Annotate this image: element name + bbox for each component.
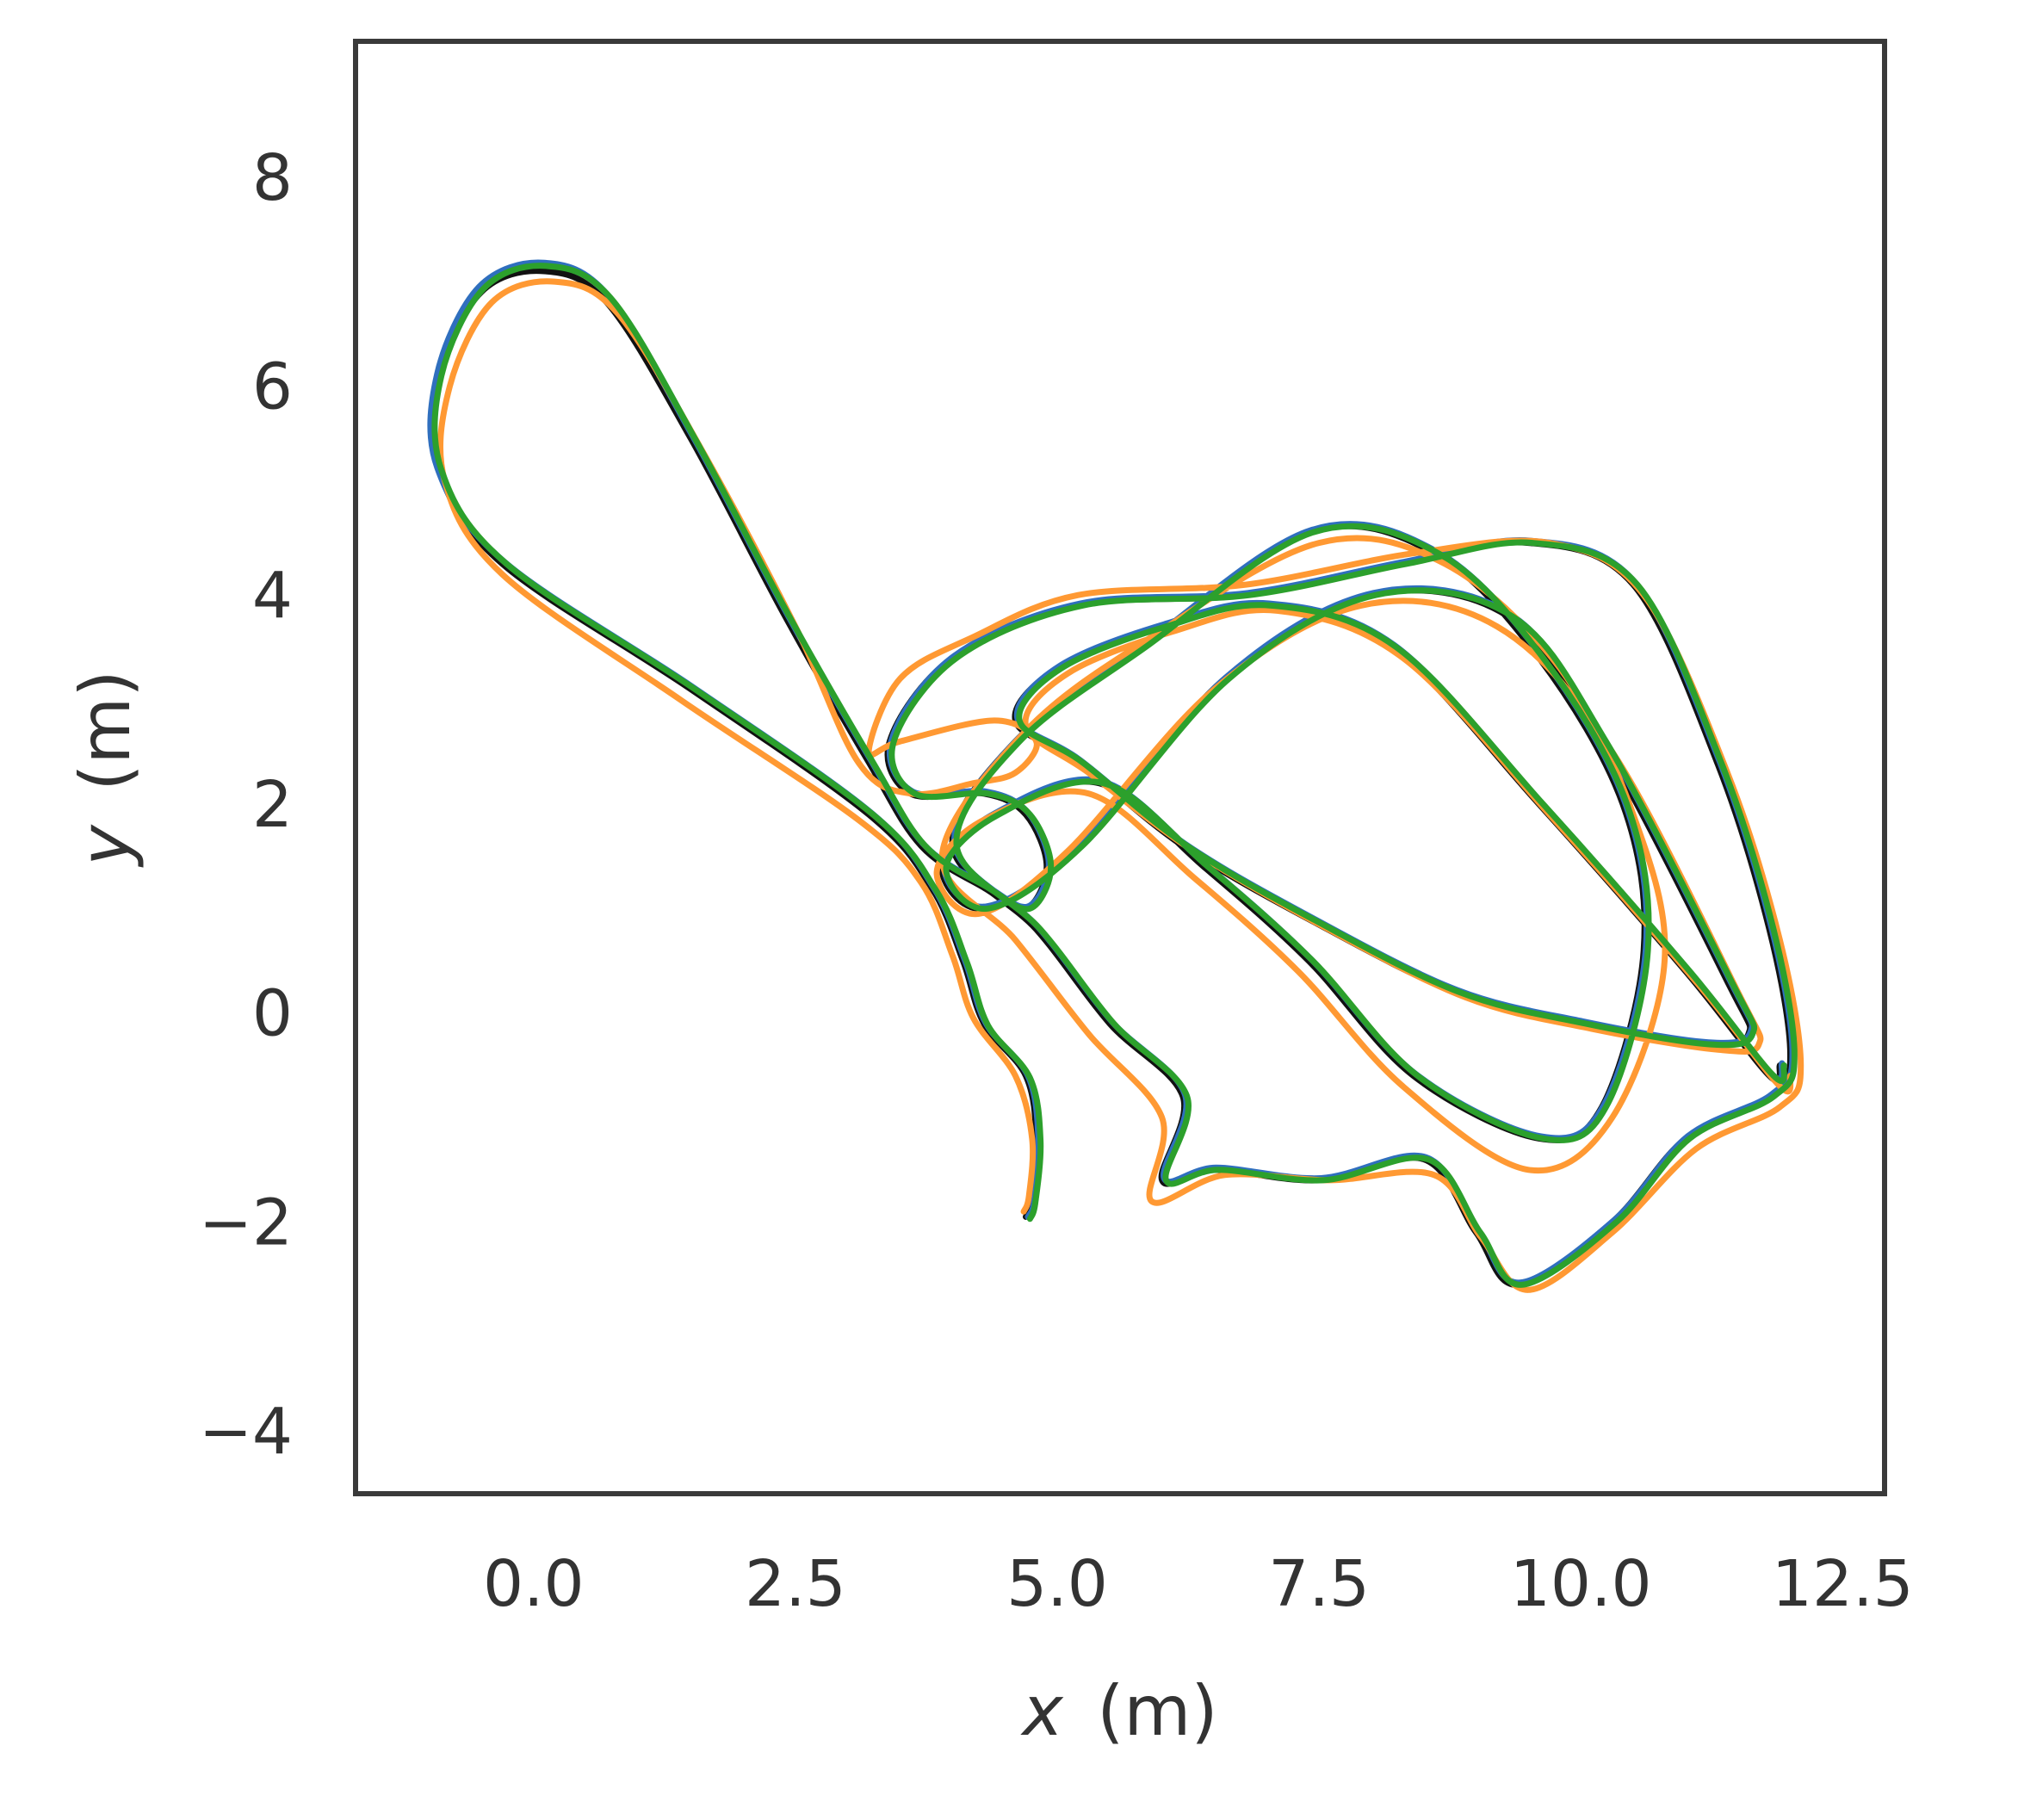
x-axis-variable: x [1019, 1671, 1064, 1751]
x-tick-label: 5.0 [1006, 1547, 1108, 1621]
y-axis-label: y (m) [65, 670, 145, 867]
x-tick-label: 0.0 [483, 1547, 585, 1621]
series-layer [427, 259, 1804, 1293]
x-tick-label: 12.5 [1772, 1547, 1914, 1621]
y-axis-variable: y [65, 824, 145, 868]
trajectory-series-4 [431, 263, 1798, 1288]
trajectory-series-3 [436, 278, 1804, 1293]
y-tick-label: −4 [199, 1395, 293, 1469]
y-tick-label: −2 [199, 1185, 293, 1260]
y-tick-label: 4 [252, 559, 293, 633]
x-tick-label: 10.0 [1510, 1547, 1652, 1621]
x-tick-label: 7.5 [1268, 1547, 1370, 1621]
x-axis-unit: (m) [1097, 1671, 1217, 1751]
y-axis-unit: (m) [65, 670, 145, 790]
y-tick-label: 6 [252, 350, 293, 424]
plot-frame [353, 39, 1887, 1496]
y-tick-labels: −4 −2 0 2 4 6 8 [199, 141, 293, 1469]
x-tick-labels: 0.0 2.5 5.0 7.5 10.0 12.5 [483, 1547, 1914, 1621]
x-tick-label: 2.5 [745, 1547, 846, 1621]
x-axis-label: x (m) [1019, 1671, 1217, 1751]
y-tick-label: 2 [252, 768, 293, 842]
y-tick-label: 8 [252, 141, 293, 215]
y-tick-label: 0 [252, 977, 293, 1051]
